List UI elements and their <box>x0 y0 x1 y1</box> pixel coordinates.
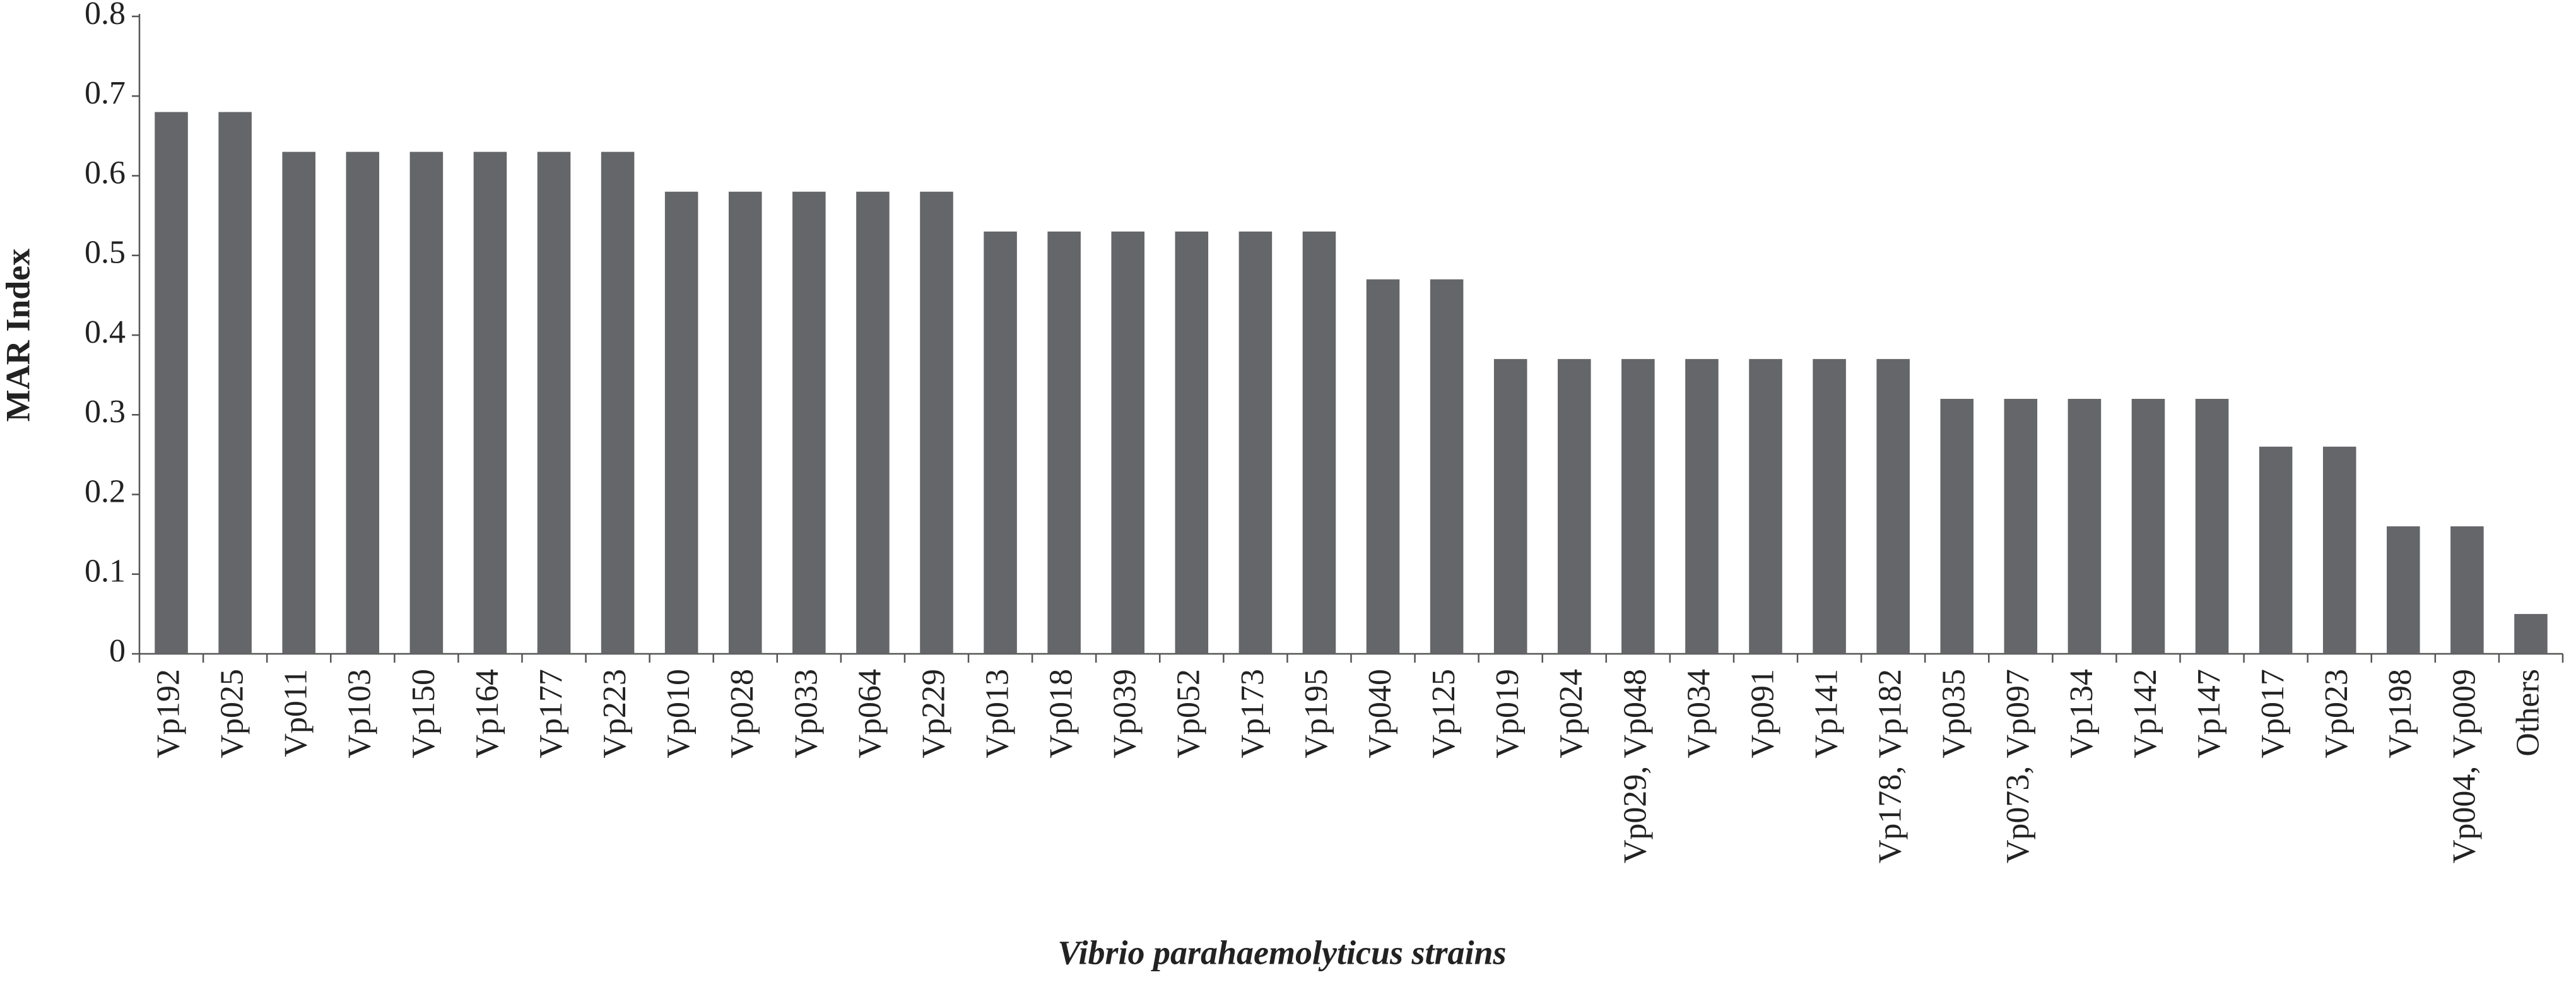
bar <box>1940 399 1974 654</box>
x-tick-label: Vp073, Vp097 <box>2000 669 2036 863</box>
x-tick-label: Vp223 <box>597 669 633 759</box>
x-tick-label: Vp010 <box>661 669 697 759</box>
bar <box>856 191 890 654</box>
bar <box>1749 358 1782 654</box>
x-tick-label: Vp029, Vp048 <box>1617 669 1653 863</box>
bar <box>601 151 635 654</box>
x-tick-label: Vp040 <box>1362 669 1398 759</box>
bar <box>1175 231 1209 654</box>
x-tick-label: Vp103 <box>342 669 378 759</box>
x-tick-label: Vp013 <box>980 669 1016 759</box>
x-tick-label: Vp150 <box>406 669 442 759</box>
bar <box>920 191 953 654</box>
y-tick-label: 0.4 <box>85 314 126 350</box>
bar <box>2259 446 2293 654</box>
x-tick-label: Vp147 <box>2191 669 2227 759</box>
x-tick-label: Vp039 <box>1107 669 1143 759</box>
bar <box>2131 399 2165 654</box>
x-tick-label: Vp173 <box>1235 669 1271 759</box>
bar <box>664 191 698 654</box>
x-tick-label: Vp195 <box>1298 669 1334 759</box>
bar <box>1366 279 1400 654</box>
bar <box>2004 399 2038 654</box>
bar <box>1493 358 1527 654</box>
x-tick-label: Vp125 <box>1426 669 1462 759</box>
x-tick-label: Vp198 <box>2382 669 2418 759</box>
bar <box>218 112 252 654</box>
x-tick-label: Vp017 <box>2255 669 2291 759</box>
bar <box>1876 358 1910 654</box>
x-tick-label: Vp004, Vp009 <box>2446 669 2482 863</box>
x-tick-label: Vp028 <box>724 669 760 759</box>
bar <box>1557 358 1591 654</box>
x-tick-label: Vp091 <box>1744 669 1780 759</box>
y-tick-label: 0.2 <box>85 473 126 509</box>
x-tick-label: Vp011 <box>278 669 314 757</box>
y-tick-label: 0.7 <box>85 75 126 111</box>
x-tick-label: Vp019 <box>1490 669 1526 759</box>
x-tick-label: Vp134 <box>2064 669 2100 759</box>
bar <box>2387 526 2420 654</box>
x-tick-label: Vp024 <box>1553 669 1589 759</box>
bar <box>537 151 571 654</box>
x-tick-label: Vp141 <box>1809 669 1845 759</box>
bar <box>2067 399 2102 654</box>
bar <box>282 151 315 654</box>
bar <box>473 151 507 654</box>
bar <box>2195 399 2229 654</box>
bar <box>2514 613 2548 654</box>
x-tick-label: Vp229 <box>915 669 951 759</box>
x-tick-label: Vp178, Vp182 <box>1873 669 1908 863</box>
x-tick-label: Vp064 <box>852 669 888 759</box>
y-tick-label: 0.8 <box>85 0 126 32</box>
y-tick-label: 0.1 <box>85 553 126 589</box>
bar <box>1302 231 1336 654</box>
x-axis-title: Vibrio parahaemolyticus strains <box>1057 933 1506 971</box>
x-tick-label: Vp052 <box>1171 669 1207 759</box>
bar <box>984 231 1017 654</box>
bar <box>1813 358 1846 654</box>
bar <box>2450 526 2484 654</box>
x-tick-label: Vp018 <box>1044 669 1079 759</box>
bar <box>1238 231 1273 654</box>
bar <box>155 112 188 654</box>
bar <box>728 191 762 654</box>
bar <box>346 151 380 654</box>
x-tick-label: Vp177 <box>533 669 569 759</box>
x-tick-label: Others <box>2510 669 2546 757</box>
x-tick-label: Vp033 <box>788 669 824 759</box>
y-tick-label: 0.6 <box>85 155 126 191</box>
bar <box>2322 446 2356 654</box>
bar <box>1685 358 1719 654</box>
x-tick-label: Vp192 <box>150 669 186 759</box>
y-tick-label: 0.5 <box>85 235 126 271</box>
x-tick-label: Vp164 <box>469 669 505 759</box>
x-tick-label: Vp035 <box>1936 669 1972 759</box>
y-tick-label: 0.3 <box>85 394 126 430</box>
bar <box>1430 279 1464 654</box>
x-tick-label: Vp034 <box>1681 669 1717 759</box>
y-axis-title: MAR Index <box>0 249 37 422</box>
bar <box>1047 231 1081 654</box>
bar <box>409 151 444 654</box>
x-tick-label: Vp142 <box>2127 669 2163 759</box>
bar <box>1621 358 1655 654</box>
x-tick-label: Vp025 <box>215 669 250 759</box>
x-tick-label: Vp023 <box>2319 669 2355 759</box>
y-tick-label: 0 <box>109 633 126 669</box>
bar <box>792 191 826 654</box>
bar <box>1111 231 1145 654</box>
